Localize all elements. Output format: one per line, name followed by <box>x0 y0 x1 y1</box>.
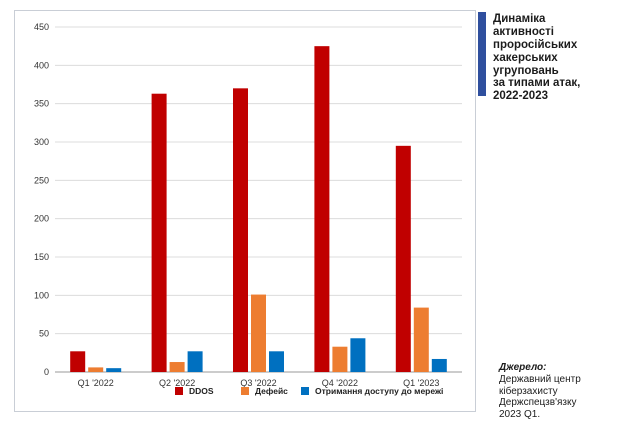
x-tick-label: Q3 '2022 <box>240 378 276 388</box>
bar-ddos-2 <box>233 88 248 372</box>
grid-layer <box>55 26 462 373</box>
source-text: Державний центр кіберзахисту Держспецзв'… <box>499 374 581 420</box>
bar-ddos-4 <box>395 145 411 372</box>
bar-дефейс-3 <box>332 346 348 372</box>
y-tick-label: 400 <box>34 60 49 70</box>
bar-chart: 0 50 100 150 200 250 300 350 400 450 Q1 '2022 Q2 '2… <box>34 22 462 396</box>
bar-отримання-доступу-до-мережі-4 <box>431 358 447 372</box>
x-tick-label: Q1 '2022 <box>78 378 114 388</box>
title-accent-bar <box>478 12 486 96</box>
legend-label: Отримання доступу до мережі <box>315 386 443 396</box>
bar-отримання-доступу-до-мережі-3 <box>350 338 366 372</box>
bar-отримання-доступу-до-мережі-1 <box>187 351 203 372</box>
y-tick-label: 50 <box>39 329 49 339</box>
y-tick-label: 350 <box>34 99 49 109</box>
source-label: Джерело: <box>499 362 547 373</box>
legend: DDOS Дефейс Отримання доступу до мережі <box>175 386 443 396</box>
bar-отримання-доступу-до-мережі-2 <box>269 351 284 372</box>
x-tick-label: Q1 '2023 <box>403 378 439 388</box>
bar-ddos-1 <box>151 93 167 372</box>
y-tick-label: 0 <box>44 367 49 377</box>
bar-дефейс-1 <box>169 362 185 372</box>
bar-layer <box>70 46 447 373</box>
y-tick-label: 300 <box>34 137 49 147</box>
x-tick-label: Q4 '2022 <box>322 378 358 388</box>
bar-ddos-3 <box>314 46 330 373</box>
y-tick-label: 250 <box>34 175 49 185</box>
bar-ddos-0 <box>70 351 86 372</box>
legend-label: DDOS <box>189 386 214 396</box>
chart-title: Динаміка активності проросійських хакерс… <box>493 13 581 103</box>
y-tick-label: 100 <box>34 290 49 300</box>
x-tick-label: Q2 '2022 <box>159 378 195 388</box>
y-tick-label: 450 <box>34 22 49 32</box>
chart-frame: 0 50 100 150 200 250 300 350 400 450 Q1 '2022 Q2 '2… <box>14 10 476 412</box>
y-tick-label: 150 <box>34 252 49 262</box>
bar-дефейс-4 <box>413 307 429 372</box>
bar-дефейс-0 <box>88 367 104 372</box>
legend-label: Дефейс <box>255 386 288 396</box>
bar-отримання-доступу-до-мережі-0 <box>106 368 122 372</box>
axis-layer: 0 50 100 150 200 250 300 350 400 450 Q1 '2022 Q2 '2… <box>34 22 439 388</box>
y-tick-label: 200 <box>34 214 49 224</box>
legend-swatch <box>301 387 309 395</box>
legend-swatch <box>175 387 183 395</box>
legend-swatch <box>241 387 249 395</box>
bar-дефейс-2 <box>251 294 266 372</box>
